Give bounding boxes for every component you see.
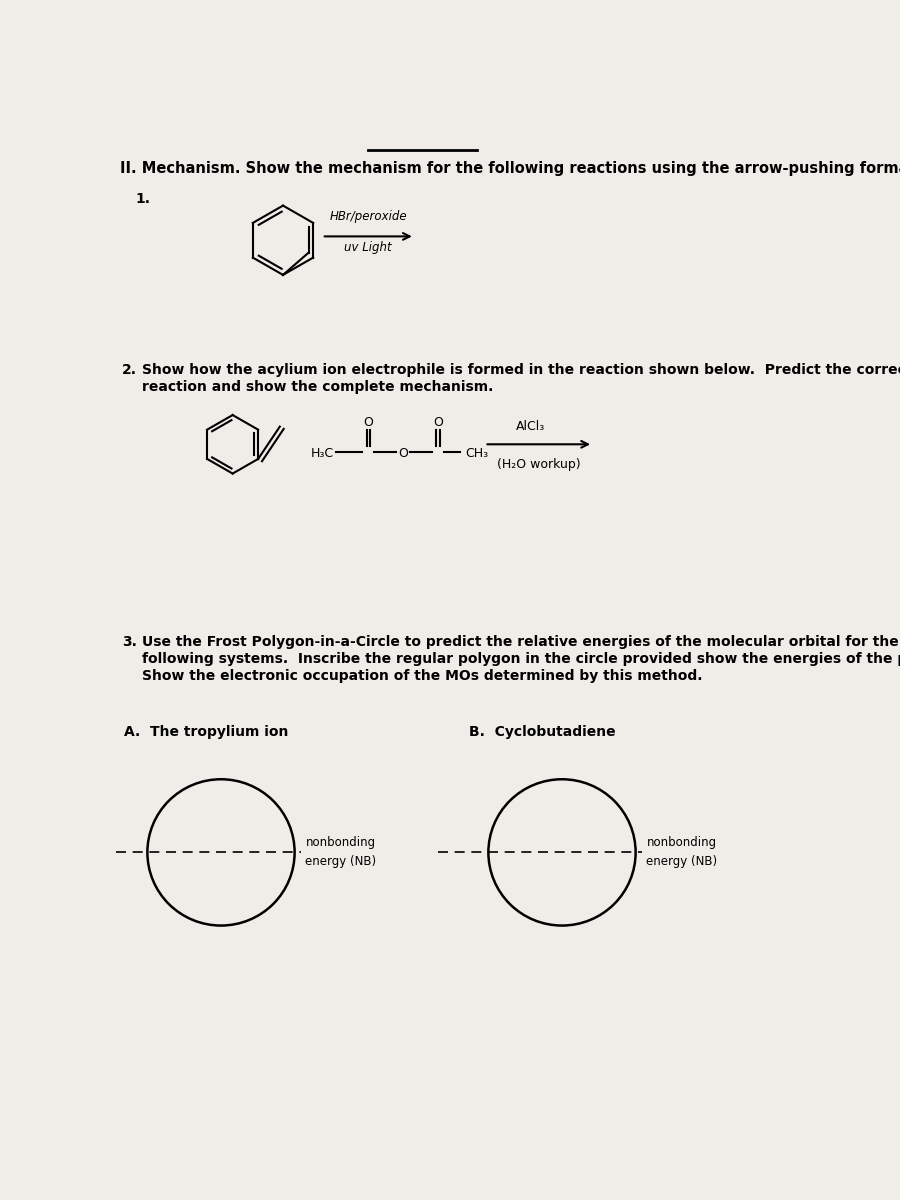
Text: 2.: 2.	[122, 364, 137, 378]
Text: O: O	[364, 416, 374, 430]
Text: nonbonding: nonbonding	[646, 836, 716, 850]
Text: AlCl₃: AlCl₃	[517, 420, 545, 433]
Text: 3.: 3.	[122, 635, 137, 649]
Text: reaction and show the complete mechanism.: reaction and show the complete mechanism…	[142, 380, 493, 395]
Text: nonbonding: nonbonding	[305, 836, 375, 850]
Text: Show how the acylium ion electrophile is formed in the reaction shown below.  Pr: Show how the acylium ion electrophile is…	[142, 364, 900, 378]
Text: 1.: 1.	[136, 192, 151, 205]
Text: O: O	[398, 448, 408, 460]
Text: A.  The tropylium ion: A. The tropylium ion	[124, 725, 289, 739]
Text: (H₂O workup): (H₂O workup)	[497, 458, 580, 472]
Text: energy (NB): energy (NB)	[305, 856, 376, 869]
Text: following systems.  Inscribe the regular polygon in the circle provided show the: following systems. Inscribe the regular …	[142, 653, 900, 666]
Text: CH₃: CH₃	[465, 448, 488, 460]
Text: Use the Frost Polygon-in-a-Circle to predict the relative energies of the molecu: Use the Frost Polygon-in-a-Circle to pre…	[142, 635, 899, 649]
Text: Show the electronic occupation of the MOs determined by this method.: Show the electronic occupation of the MO…	[142, 670, 703, 683]
Text: II. Mechanism. Show the mechanism for the following reactions using the arrow-pu: II. Mechanism. Show the mechanism for th…	[121, 161, 900, 176]
Text: HBr/peroxide: HBr/peroxide	[329, 210, 407, 222]
Text: O: O	[433, 416, 443, 430]
Text: B.  Cyclobutadiene: B. Cyclobutadiene	[469, 725, 616, 739]
Text: uv Light: uv Light	[345, 241, 392, 254]
Text: energy (NB): energy (NB)	[646, 856, 717, 869]
Text: H₃C: H₃C	[310, 448, 333, 460]
